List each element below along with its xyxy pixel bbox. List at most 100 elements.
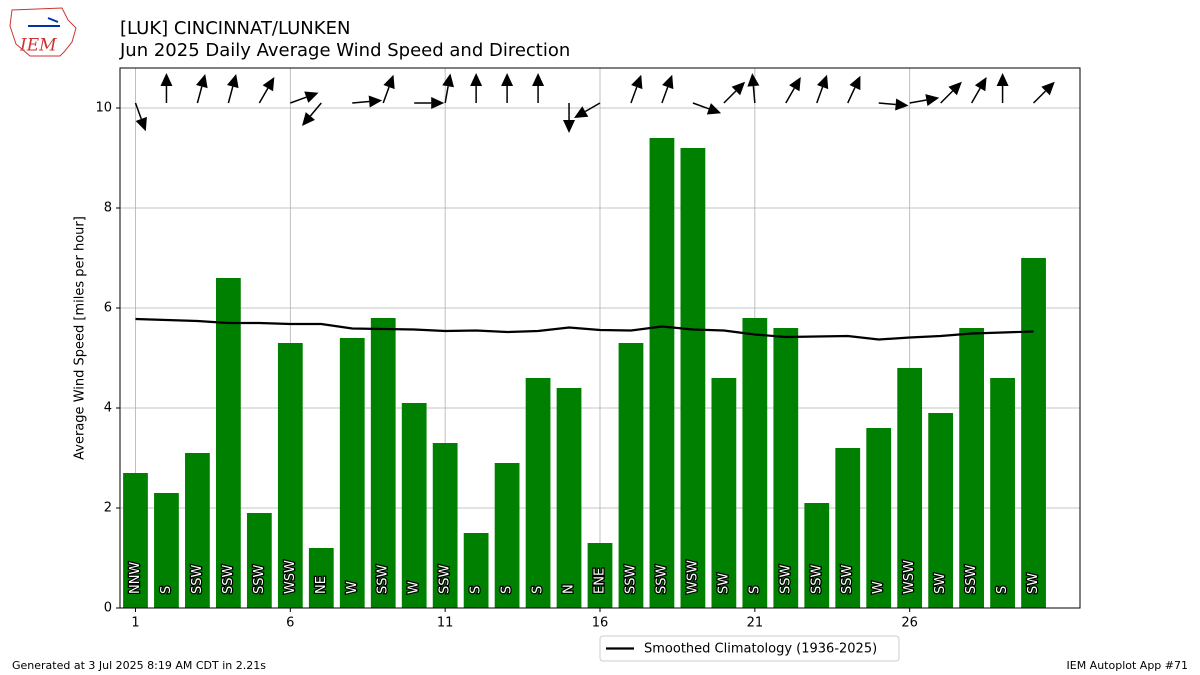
wind-arrow: [414, 97, 445, 109]
climatology-line: [135, 317, 1034, 341]
wind-arrow: [258, 77, 275, 104]
arrow-head: [532, 73, 545, 86]
direction-label: SSW: [654, 564, 669, 594]
arrow-shaft: [290, 96, 307, 104]
direction-label: W: [407, 581, 422, 594]
arrow-head: [304, 91, 319, 103]
arrow-head: [731, 81, 746, 96]
wind-arrow: [470, 73, 483, 103]
arrow-shaft: [970, 87, 981, 104]
y-axis-label: Average Wind Speed [miles per hour]: [73, 216, 88, 460]
bar: [463, 533, 489, 608]
wind-arrow: [352, 95, 383, 108]
direction-label: WSW: [283, 560, 298, 594]
bar: [525, 378, 551, 608]
footer-right: IEM Autoplot App #71: [1067, 659, 1189, 672]
wind-arrow: [290, 91, 319, 104]
arrow-shaft: [630, 86, 638, 104]
direction-label: S: [531, 586, 546, 594]
bar: [123, 473, 148, 608]
arrow-head: [631, 74, 643, 90]
y-tick-label: 8: [104, 201, 112, 216]
arrow-head: [974, 77, 987, 92]
arrow-head: [706, 103, 722, 115]
direction-label: SSW: [252, 564, 267, 594]
arrow-shaft: [878, 102, 896, 106]
chart-title: [LUK] CINCINNAT/LUNKEN: [120, 18, 350, 39]
arrow-head: [816, 74, 829, 90]
arrow-head: [470, 73, 483, 86]
arrow-head: [226, 74, 239, 89]
wind-arrow: [160, 73, 173, 103]
direction-label: S: [159, 586, 174, 594]
arrow-shaft: [752, 85, 756, 104]
arrow-head: [1041, 81, 1055, 96]
wind-arrow: [996, 73, 1009, 103]
footer-left: Generated at 3 Jul 2025 8:19 AM CDT in 2…: [12, 659, 266, 672]
arrow-head: [135, 116, 147, 132]
bar: [401, 403, 427, 608]
arrow-shaft: [785, 87, 795, 104]
arrow-shaft: [723, 90, 737, 104]
logo: IEM: [9, 7, 77, 57]
direction-label: S: [500, 586, 515, 594]
bar: [216, 278, 241, 608]
arrow-head: [895, 98, 909, 111]
bar: [618, 343, 644, 608]
direction-label: SSW: [809, 564, 824, 594]
bar: [587, 543, 613, 608]
wind-arrow: [816, 74, 829, 104]
y-tick-label: 10: [95, 101, 112, 116]
bar: [804, 503, 830, 608]
direction-label: SW: [1026, 573, 1041, 594]
wind-arrow: [382, 74, 395, 104]
x-tick-label: 11: [437, 616, 454, 631]
x-tick-label: 6: [286, 616, 294, 631]
logo-text: IEM: [19, 36, 57, 56]
y-tick-label: 0: [104, 601, 112, 616]
chart-subtitle: Jun 2025 Daily Average Wind Speed and Di…: [119, 40, 570, 61]
bar: [835, 448, 861, 608]
arrow-head: [442, 73, 455, 88]
wind-arrow: [723, 81, 746, 104]
bar: [556, 388, 582, 608]
bar: [928, 413, 954, 608]
arrow-head: [302, 112, 315, 126]
y-tick-label: 4: [104, 401, 112, 416]
wind-arrow: [134, 102, 147, 132]
bar: [185, 453, 210, 608]
wind-arrow: [878, 98, 909, 111]
bar: [773, 328, 799, 608]
direction-label: S: [469, 586, 484, 594]
arrow-shaft: [692, 102, 710, 110]
bar: [649, 138, 675, 608]
arrow-head: [368, 95, 383, 108]
wind-arrow: [970, 77, 987, 104]
direction-label: NE: [314, 576, 329, 594]
bar: [370, 318, 396, 608]
arrow-head: [996, 73, 1009, 86]
direction-label: WSW: [902, 560, 917, 594]
wind-arrow: [940, 81, 962, 104]
arrow-shaft: [909, 99, 927, 104]
wind-arrow: [563, 103, 576, 133]
bar: [1021, 258, 1046, 608]
direction-label: SSW: [438, 564, 453, 594]
bar: [742, 318, 768, 608]
direction-label: W: [345, 581, 360, 594]
arrow-shaft: [661, 86, 669, 104]
bar: [432, 443, 458, 608]
plot-frame: [119, 67, 1081, 609]
direction-label: W: [871, 581, 886, 594]
wind-arrow: [442, 73, 455, 104]
wind-arrow: [226, 74, 239, 104]
wind-arrow: [909, 94, 940, 106]
direction-label: SSW: [778, 564, 793, 594]
wind-arrow: [302, 102, 322, 126]
wind-arrow: [785, 77, 801, 104]
arrow-head: [747, 73, 760, 87]
arrow-shaft: [382, 86, 390, 104]
x-tick-label: 21: [747, 616, 764, 631]
arrow-shaft: [134, 102, 143, 120]
